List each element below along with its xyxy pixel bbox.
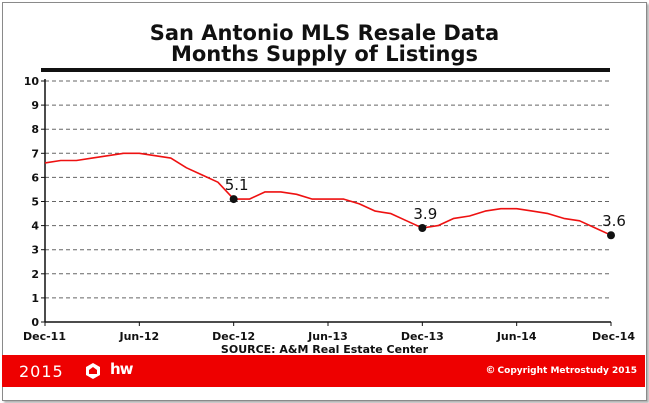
- x-tick-label: Dec-11: [23, 330, 66, 343]
- chart-title: San Antonio MLS Resale Data: [149, 21, 500, 45]
- data-label: 5.1: [225, 176, 249, 194]
- y-tick-label: 7: [31, 147, 39, 160]
- x-tick-label: Jun-14: [496, 330, 537, 343]
- x-tick-label: Dec-13: [401, 330, 444, 343]
- chart-subtitle: Months Supply of Listings: [170, 42, 479, 66]
- y-tick-label: 2: [31, 268, 39, 281]
- footer-bar: 2015 hw © Copyright Metrostudy 2015: [2, 355, 645, 387]
- y-tick-label: 3: [31, 244, 39, 257]
- y-tick-label: 0: [31, 316, 39, 329]
- y-tick-label: 4: [31, 220, 39, 233]
- title-divider: [41, 68, 610, 72]
- data-label: 3.6: [602, 212, 626, 230]
- copyright-text: Copyright Metrostudy 2015: [497, 366, 637, 376]
- copyright-notice: © Copyright Metrostudy 2015: [486, 365, 637, 376]
- y-tick-label: 9: [31, 99, 39, 112]
- footer-year: 2015: [19, 362, 64, 381]
- y-tick-label: 6: [31, 171, 39, 184]
- x-tick-label: Jun-12: [119, 330, 160, 343]
- y-tick-label: 1: [31, 292, 39, 305]
- y-tick-label: 10: [24, 75, 40, 88]
- source-note: SOURCE: A&M Real Estate Center: [220, 343, 429, 356]
- brand-logo-icon: [86, 363, 100, 379]
- data-label: 3.9: [413, 205, 437, 223]
- brand-logo-text: hw: [110, 360, 134, 378]
- series-line: [44, 152, 612, 236]
- y-tick-label: 5: [31, 196, 39, 209]
- copyright-icon: ©: [485, 365, 496, 376]
- data-point-marker: [418, 224, 427, 233]
- y-tick-label: 8: [31, 123, 39, 136]
- x-tick-label: Dec-14: [592, 330, 635, 343]
- data-point-marker: [229, 195, 238, 204]
- x-tick-label: Jun-13: [307, 330, 348, 343]
- data-point-marker: [607, 231, 615, 240]
- x-tick-label: Dec-12: [212, 330, 255, 343]
